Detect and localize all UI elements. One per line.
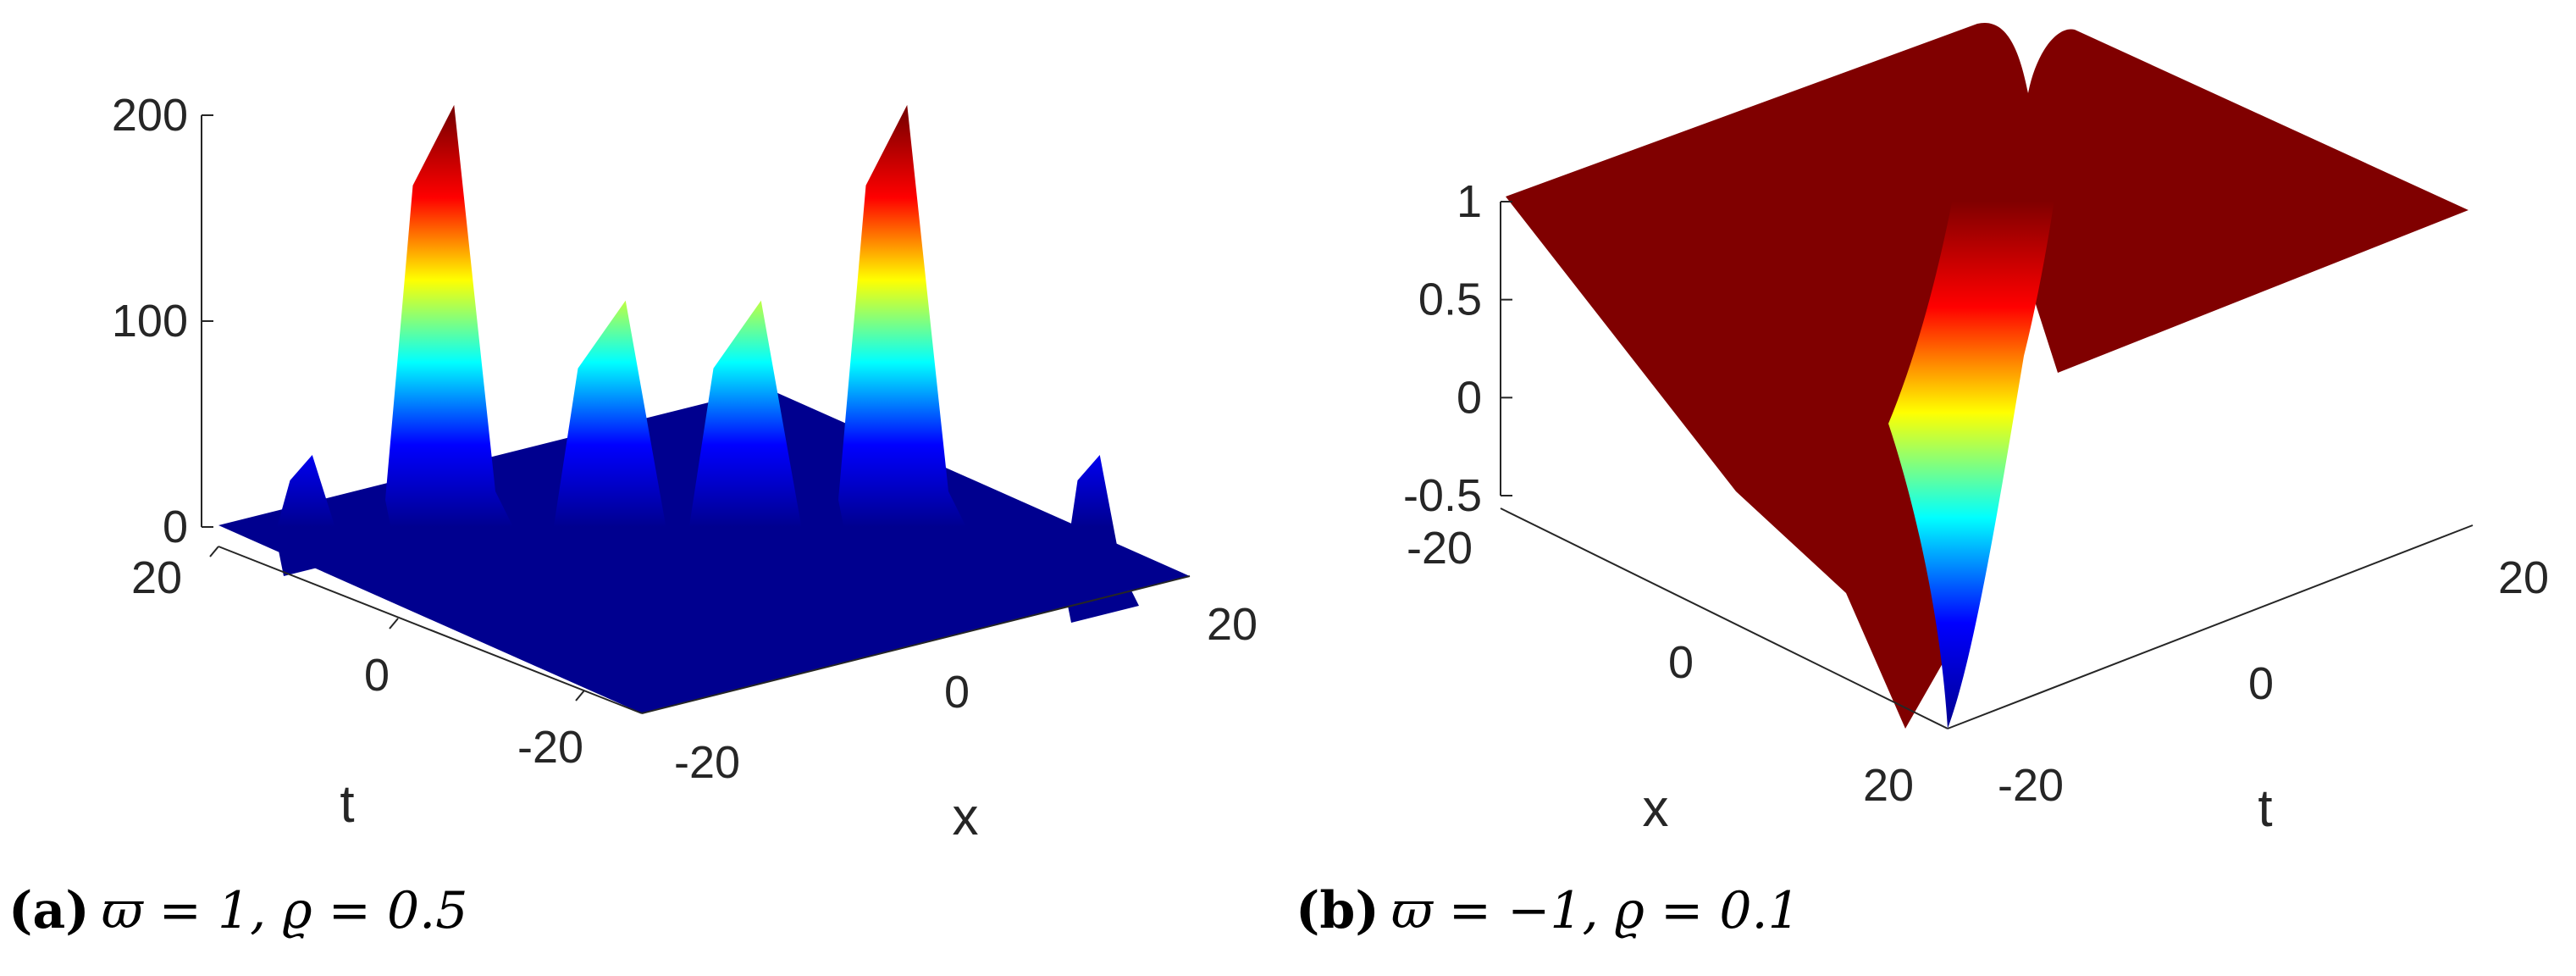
panel-b-x-tick-label: -20 [1407, 523, 1473, 574]
panel-a-x-axis [641, 575, 1191, 714]
panel-a-t-axis [218, 546, 643, 714]
panel-b-caption-tag: (b) [1296, 881, 1379, 940]
panel-b-t-axis-label: t [2258, 779, 2272, 838]
panel-b-t-tick-label: -20 [1998, 760, 2064, 811]
panel-b-x-axis [1500, 507, 1949, 729]
panel-a-z-tick-label: 0 [163, 502, 188, 552]
panel-a-caption: (a) ϖ = 1, ϱ = 0.5 [8, 881, 467, 940]
panel-b-t-axis [1947, 524, 2474, 729]
panel-b-z-tick-label: 0.5 [1418, 274, 1482, 325]
panel-a-ridge [1063, 454, 1139, 623]
panel-a-t-axis-label: t [340, 775, 354, 834]
panel-a-caption-text: ϖ = 1, ϱ = 0.5 [101, 881, 468, 940]
panel-a-z-tick-label: 200 [112, 90, 188, 141]
panel-b-x-axis-label: x [1643, 779, 1669, 838]
panel-a-ridge [838, 104, 965, 543]
panel-b-x-tick-label: 0 [1668, 637, 1694, 688]
panel-b-plateau-left [1506, 24, 2028, 729]
panel-b-trough-wall [1948, 29, 2075, 729]
panel-a-t-tick [209, 546, 219, 557]
panel-b-plateau-right [2020, 30, 2468, 373]
panel-a-x-tick-label: 0 [944, 667, 970, 718]
panel-b-x-tick-label: 20 [1863, 760, 1914, 811]
panel-b-caption: (b) ϖ = −1, ϱ = 0.1 [1296, 881, 1800, 940]
panel-b-t-tick-label: 20 [2498, 552, 2549, 603]
panel-a-ridge [682, 300, 826, 618]
panel-a-ridge [546, 300, 690, 618]
panel-b-z-tick-label: -0.5 [1403, 470, 1482, 521]
panel-a-x-axis-label: x [953, 788, 979, 846]
panel-a-t-tick [389, 618, 399, 629]
panel-b-z-tick-label: 0 [1457, 372, 1482, 423]
panel-a-t-tick [575, 690, 585, 702]
panel-a-ridge [275, 454, 351, 576]
panel-a-caption-tag: (a) [8, 881, 90, 940]
panel-a-t-tick-label: 0 [364, 650, 390, 701]
panel-a-x-tick-label: -20 [674, 737, 740, 788]
panel-a-x-tick-label: 20 [1207, 599, 1258, 650]
panel-b-caption-text: ϖ = −1, ϱ = 0.1 [1390, 881, 1800, 940]
panel-b-t-tick-label: 0 [2248, 658, 2274, 709]
panel-a-z-tick-label: 100 [112, 296, 188, 347]
panel-b-z-tick-label: 1 [1457, 176, 1482, 227]
panel-b-trough [1888, 22, 2029, 729]
panel-a-t-tick-label: -20 [517, 722, 583, 773]
panel-a-t-tick-label: 20 [131, 552, 182, 603]
panel-a-ridge [385, 104, 512, 543]
